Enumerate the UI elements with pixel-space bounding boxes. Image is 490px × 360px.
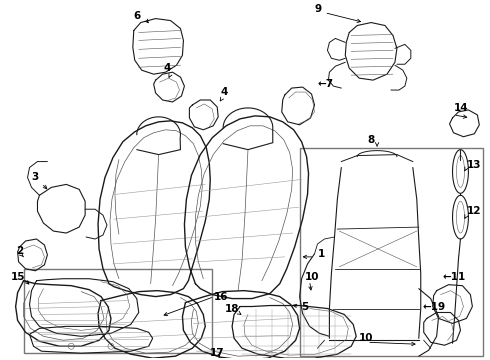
Text: ←19: ←19 [423,302,446,311]
Text: 2: 2 [16,246,23,256]
Text: 17: 17 [210,348,225,358]
Text: ←11: ←11 [442,272,466,282]
Text: 6: 6 [134,10,141,21]
Text: 1: 1 [318,249,325,259]
Text: 3: 3 [31,172,39,183]
Text: 4: 4 [164,63,171,73]
Text: 15: 15 [11,272,25,282]
Bar [299,148,483,356]
Text: ←7: ←7 [318,79,334,89]
Text: 5: 5 [302,302,309,311]
Bar [24,269,212,353]
Text: 16: 16 [214,292,229,302]
Text: 10: 10 [359,333,374,343]
Text: 9: 9 [315,4,321,14]
Text: 8: 8 [367,135,374,145]
Text: 10: 10 [305,272,319,282]
Text: 18: 18 [225,303,240,314]
Text: 13: 13 [466,159,481,170]
Text: 4: 4 [220,87,227,97]
Text: 12: 12 [466,206,481,216]
Text: 14: 14 [454,103,468,113]
